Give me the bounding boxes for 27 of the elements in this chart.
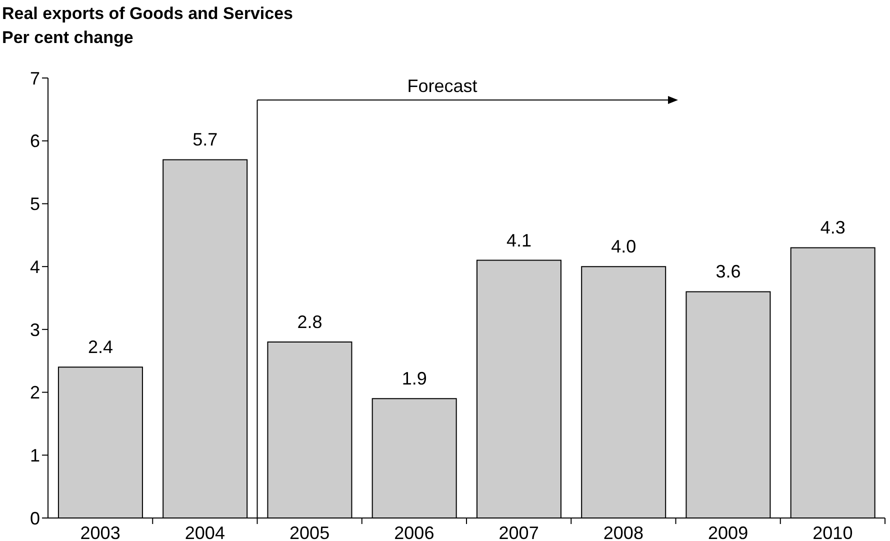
annotation: Forecast [407, 76, 478, 96]
data-label: 2.8 [297, 312, 322, 332]
x-tick-label: 2010 [812, 522, 853, 541]
x-tick-label: 2007 [498, 522, 539, 541]
data-label: 4.0 [611, 236, 636, 257]
x-tick-label: 2009 [708, 522, 748, 541]
data-label: 2.4 [88, 337, 113, 358]
x-tick-label: 2006 [394, 522, 434, 541]
data-label: 5.7 [192, 130, 218, 150]
y-tick-label: 0 [30, 508, 40, 528]
y-tick-label: 3 [30, 320, 40, 340]
x-tick-label: 2005 [290, 522, 330, 541]
y-tick-label: 4 [30, 256, 40, 277]
data-label: 3.6 [716, 262, 741, 282]
chart-title: Real exports of Goods and Services [2, 3, 293, 25]
y-tick-label: 1 [30, 446, 40, 466]
y-tick-label: 5 [30, 194, 40, 214]
y-tick-label: 7 [30, 68, 40, 88]
data-label: 1.9 [402, 368, 427, 389]
x-tick-label: 2004 [184, 522, 225, 541]
x-tick-label: 2008 [603, 522, 644, 541]
x-tick-label: 2003 [80, 522, 120, 541]
chart-subtitle: Per cent change [2, 27, 134, 49]
data-label: 4.1 [506, 230, 532, 250]
y-tick-label: 6 [30, 131, 40, 152]
y-tick-label: 2 [30, 382, 40, 403]
data-label: 4.3 [820, 218, 846, 238]
